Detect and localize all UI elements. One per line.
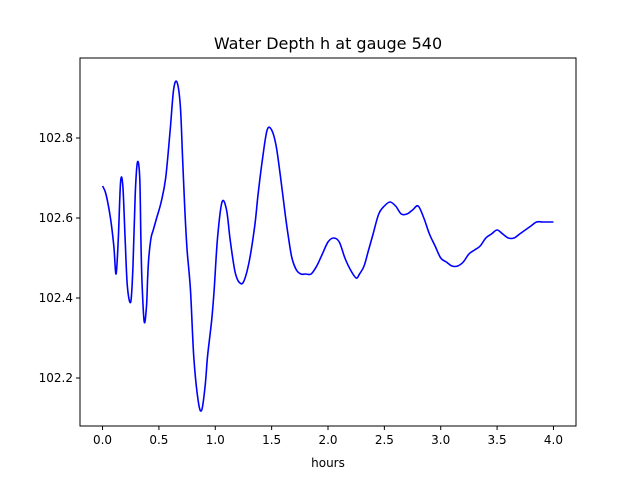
y-tick-label: 102.6: [39, 211, 73, 225]
water-depth-series-line: [101, 80, 554, 412]
y-tick-label: 102.4: [39, 291, 73, 305]
plot-area: [101, 80, 554, 412]
x-tick-label: 1.5: [262, 433, 281, 447]
y-axis: 102.2 102.4 102.6 102.8: [39, 131, 80, 385]
x-axis: 0.0 0.5 1.0 1.5 2.0 2.5 3.0 3.5 4.0: [93, 426, 563, 447]
x-tick-label: 2.5: [375, 433, 394, 447]
x-tick-label: 0.5: [149, 433, 168, 447]
x-tick-label: 3.0: [431, 433, 450, 447]
x-tick-label: 1.0: [206, 433, 225, 447]
x-tick-label: 3.5: [488, 433, 507, 447]
y-tick-label: 102.2: [39, 371, 73, 385]
chart-title: Water Depth h at gauge 540: [214, 34, 442, 53]
x-tick-label: 2.0: [318, 433, 337, 447]
x-tick-label: 4.0: [544, 433, 563, 447]
x-tick-label: 0.0: [93, 433, 112, 447]
y-tick-label: 102.8: [39, 131, 73, 145]
x-axis-label: hours: [311, 456, 345, 470]
